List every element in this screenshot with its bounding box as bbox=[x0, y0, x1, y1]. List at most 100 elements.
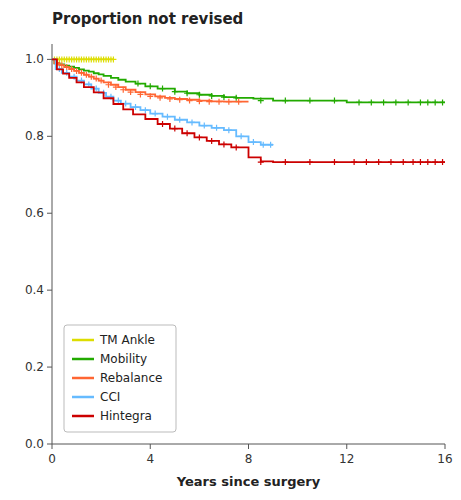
censor-mark bbox=[196, 98, 202, 104]
survival-step-line bbox=[52, 59, 445, 102]
censor-mark bbox=[238, 133, 244, 139]
x-tick-label: 4 bbox=[146, 452, 154, 466]
censor-mark bbox=[417, 159, 423, 165]
y-tick-label: 0.6 bbox=[25, 206, 44, 220]
censor-mark bbox=[381, 99, 387, 105]
censor-mark bbox=[120, 87, 126, 93]
chart: Proportion not revised 0.0 0.2 0.4 0.6 0.8 1.0… bbox=[0, 0, 461, 500]
censor-mark bbox=[376, 159, 382, 165]
censor-mark bbox=[189, 119, 195, 125]
censor-mark bbox=[113, 84, 119, 90]
censor-mark bbox=[196, 134, 202, 140]
censor-mark bbox=[440, 159, 445, 165]
legend: TM AnkleMobilityRebalanceCCIHintegra bbox=[64, 325, 176, 432]
x-tick bbox=[52, 444, 53, 449]
x-tick-label: 12 bbox=[339, 452, 354, 466]
censor-mark bbox=[177, 117, 183, 123]
censor-mark bbox=[351, 159, 357, 165]
y-tick bbox=[47, 367, 52, 368]
censor-mark bbox=[184, 90, 190, 96]
y-tick bbox=[47, 136, 52, 137]
censor-mark bbox=[147, 93, 153, 99]
censor-mark bbox=[440, 99, 445, 105]
censor-mark bbox=[160, 121, 166, 127]
censor-mark bbox=[410, 159, 416, 165]
censor-mark bbox=[268, 142, 274, 148]
censor-mark bbox=[282, 159, 288, 165]
x-tick bbox=[248, 444, 249, 449]
censor-mark bbox=[331, 159, 337, 165]
censor-mark bbox=[226, 99, 232, 105]
censor-mark bbox=[142, 107, 148, 113]
censor-mark bbox=[105, 82, 111, 88]
y-tick-label: 0.0 bbox=[25, 437, 44, 451]
censor-mark bbox=[307, 98, 313, 104]
legend-swatch bbox=[72, 339, 94, 342]
censor-mark bbox=[250, 139, 256, 145]
x-tick bbox=[150, 444, 151, 449]
survival-step-line bbox=[52, 59, 273, 144]
censor-mark bbox=[405, 99, 411, 105]
censor-mark bbox=[187, 98, 193, 104]
censor-mark bbox=[196, 92, 202, 98]
y-tick-label: 0.2 bbox=[25, 360, 44, 374]
censor-mark bbox=[331, 98, 337, 104]
censor-mark bbox=[432, 99, 438, 105]
x-tick-label: 0 bbox=[48, 452, 56, 466]
y-tick-label: 0.8 bbox=[25, 129, 44, 143]
censor-mark bbox=[282, 98, 288, 104]
y-tick-label: 0.4 bbox=[25, 283, 44, 297]
censor-mark bbox=[152, 111, 158, 117]
y-tick-label: 1.0 bbox=[25, 52, 44, 66]
censor-mark bbox=[233, 144, 239, 150]
censor-mark bbox=[393, 99, 399, 105]
title: Proportion not revised bbox=[52, 10, 243, 28]
censor-mark bbox=[177, 97, 183, 103]
censor-mark bbox=[137, 91, 143, 97]
censor-mark bbox=[184, 130, 190, 136]
censor-mark bbox=[368, 99, 374, 105]
legend-box bbox=[64, 325, 176, 432]
x-tick-label: 8 bbox=[245, 452, 253, 466]
legend-label: Mobility bbox=[100, 352, 147, 366]
censor-mark bbox=[157, 95, 163, 101]
censor-mark bbox=[432, 159, 438, 165]
x-tick bbox=[445, 444, 446, 449]
censor-mark bbox=[172, 126, 178, 132]
censor-mark bbox=[258, 98, 264, 104]
censor-mark bbox=[206, 99, 212, 105]
censor-mark bbox=[98, 78, 104, 84]
survival-step-line bbox=[52, 59, 249, 101]
survival-step-line bbox=[52, 59, 445, 162]
censor-mark bbox=[226, 127, 232, 133]
censor-mark bbox=[167, 96, 173, 102]
censor-mark bbox=[388, 159, 394, 165]
censor-mark bbox=[201, 123, 207, 129]
censor-mark bbox=[260, 142, 266, 148]
legend-label: TM Ankle bbox=[99, 333, 155, 347]
censor-mark bbox=[147, 83, 153, 89]
censor-mark bbox=[236, 99, 242, 105]
censor-mark bbox=[216, 99, 222, 105]
censor-mark bbox=[363, 159, 369, 165]
x-axis-label: Years since surgery bbox=[176, 474, 321, 489]
censor-mark bbox=[425, 159, 431, 165]
legend-label: Rebalance bbox=[100, 371, 162, 385]
legend-swatch bbox=[72, 358, 94, 361]
censor-mark bbox=[128, 89, 134, 95]
censor-mark bbox=[417, 99, 423, 105]
censor-mark bbox=[214, 125, 220, 131]
y-tick bbox=[47, 213, 52, 214]
censor-mark bbox=[221, 94, 227, 100]
legend-swatch bbox=[72, 377, 94, 380]
y-tick bbox=[47, 59, 52, 60]
legend-swatch bbox=[72, 396, 94, 399]
censor-mark bbox=[164, 114, 170, 120]
censor-mark bbox=[172, 89, 178, 95]
x-tick bbox=[346, 444, 347, 449]
censor-mark bbox=[209, 93, 215, 99]
y-axis bbox=[52, 44, 53, 444]
censor-mark bbox=[110, 56, 116, 62]
y-tick bbox=[47, 290, 52, 291]
legend-swatch bbox=[72, 415, 94, 418]
